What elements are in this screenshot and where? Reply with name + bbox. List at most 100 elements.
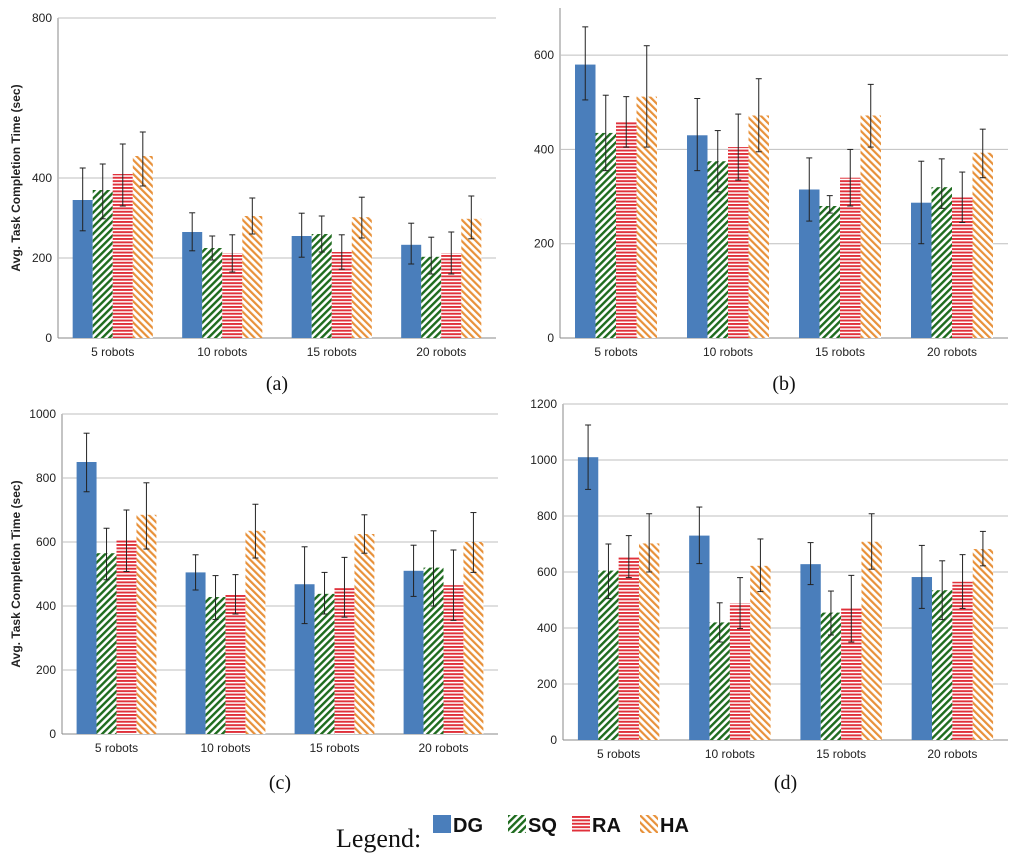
panel-d-y-tick-400: 400	[537, 621, 557, 635]
panel-d-bar-sq-5-robots	[598, 570, 619, 740]
panel-a-x-tick-15-robots: 15 robots	[307, 345, 357, 359]
legend-swatch-ra	[572, 815, 590, 833]
panel-c-y-tick-0: 0	[49, 727, 56, 741]
panel-c-y-tick-200: 200	[36, 663, 56, 677]
panel-a-y-tick-200: 200	[32, 251, 52, 265]
panel-a-x-tick-5-robots: 5 robots	[91, 345, 134, 359]
panel-d-x-tick-10-robots: 10 robots	[705, 747, 755, 761]
panel-a-bar-sq-5-robots	[92, 190, 113, 338]
panel-b-bar-dg-15-robots	[799, 189, 820, 338]
panel-b-bar-ra-15-robots	[840, 177, 861, 338]
panel-a-bar-ra-10-robots	[222, 253, 243, 338]
chart-panel-b: 0 200 400 600 5 robots 10 robots 15 robots 20 r…	[534, 8, 1008, 395]
panel-d-bar-ha-10-robots	[750, 565, 771, 740]
panel-d-bar-ha-15-robots	[861, 541, 882, 740]
panel-a-bar-dg-10-robots	[182, 232, 203, 338]
legend-entry-ha: HA	[660, 815, 689, 837]
panel-b-bar-sq-15-robots	[819, 206, 840, 338]
panel-d-bar-dg-5-robots	[577, 457, 599, 740]
panel-d-bar-dg-15-robots	[800, 564, 821, 740]
panel-a-y-tick-400: 400	[32, 171, 52, 185]
panel-a-y-tick-800: 800	[32, 11, 52, 25]
panel-d-bar-sq-10-robots	[709, 622, 730, 740]
legend-swatch-sq	[508, 815, 526, 833]
panel-b-bar-sq-20-robots	[931, 187, 952, 338]
panel-d-bar-ra-15-robots	[841, 608, 862, 740]
panel-a-bar-ha-20-robots	[461, 218, 482, 338]
panel-b-bar-ra-10-robots	[728, 147, 749, 338]
panel-c-bar-sq-5-robots	[96, 553, 117, 734]
panel-c-bar-ra-20-robots	[443, 585, 464, 734]
panel-b-bar-dg-20-robots	[911, 202, 932, 338]
panel-c-bar-sq-20-robots	[423, 567, 444, 734]
panel-c-y-tick-600: 600	[36, 535, 56, 549]
panel-b-x-tick-15-robots: 15 robots	[815, 345, 865, 359]
panel-a-bar-dg-15-robots	[291, 236, 312, 338]
panel-c-bar-ra-15-robots	[334, 587, 355, 734]
chart-panel-d: 0 200 400 600 800 1000 1200 5 robots 10 robots 15…	[530, 397, 1008, 794]
legend-swatch-ha	[640, 815, 658, 833]
panel-d-y-tick-0: 0	[550, 733, 557, 747]
panel-d-bar-ha-20-robots	[972, 549, 994, 740]
panel-a-bar-dg-20-robots	[401, 244, 422, 338]
chart-panel-c: 0 200 400 600 800 1000 Avg. Task Completion Ti…	[9, 407, 498, 794]
panel-d-x-tick-5-robots: 5 robots	[597, 747, 640, 761]
legend-entry-sq: SQ	[528, 815, 557, 837]
panel-a-bar-ra-5-robots	[112, 174, 133, 338]
panel-b-bar-ha-15-robots	[860, 115, 881, 338]
panel-c-x-tick-20-robots: 20 robots	[418, 741, 468, 755]
panel-d-bar-ra-10-robots	[729, 603, 751, 740]
panel-c-bar-ha-15-robots	[354, 534, 375, 734]
panel-b-y-tick-600: 600	[534, 48, 554, 62]
legend-entry-ra: RA	[592, 815, 621, 837]
legend-title: Legend:	[336, 824, 421, 853]
legend-entry-dg: DG	[453, 815, 483, 837]
panel-b-bar-ha-10-robots	[748, 115, 769, 338]
panel-a-bar-ha-15-robots	[351, 217, 372, 338]
panel-c-label: (c)	[269, 772, 291, 794]
legend-swatch-dg	[433, 815, 451, 833]
panel-c-bar-dg-15-robots	[294, 584, 315, 734]
panel-b-bar-ra-5-robots	[616, 121, 637, 339]
legend: Legend: DG SQ RA HA	[336, 815, 689, 853]
panel-a-x-tick-20-robots: 20 robots	[416, 345, 466, 359]
panel-c-bar-sq-10-robots	[205, 597, 226, 734]
panel-c-bar-dg-20-robots	[403, 570, 424, 734]
panel-c-y-tick-800: 800	[36, 471, 56, 485]
panel-d-bar-sq-15-robots	[820, 612, 842, 740]
panel-c-bar-ra-5-robots	[116, 540, 137, 734]
panel-b-label: (b)	[772, 373, 795, 395]
panel-a-y-tick-0: 0	[45, 331, 52, 345]
panel-a-x-tick-10-robots: 10 robots	[197, 345, 247, 359]
panel-d-bar-dg-20-robots	[911, 577, 933, 740]
panel-d-bar-dg-10-robots	[689, 535, 710, 740]
panel-a-bar-ha-5-robots	[132, 156, 153, 338]
panel-a-y-axis-label: Avg. Task Completion Time (sec)	[9, 84, 23, 271]
panel-c-bar-sq-15-robots	[314, 593, 335, 734]
panel-d-x-tick-15-robots: 15 robots	[816, 747, 866, 761]
panel-a-bar-ra-15-robots	[331, 252, 352, 338]
panel-d-y-tick-1000: 1000	[530, 453, 557, 467]
panel-c-y-tick-400: 400	[36, 599, 56, 613]
panel-a-bar-ha-10-robots	[242, 216, 263, 338]
panel-a-bar-sq-20-robots	[421, 256, 442, 338]
panel-c-x-tick-15-robots: 15 robots	[309, 741, 359, 755]
panel-b-bar-dg-5-robots	[575, 64, 596, 339]
panel-d-x-tick-20-robots: 20 robots	[927, 747, 977, 761]
panel-d-bar-sq-20-robots	[932, 590, 953, 740]
panel-a-bar-sq-15-robots	[311, 234, 332, 338]
panel-d-y-tick-1200: 1200	[530, 397, 557, 411]
panel-d-y-tick-200: 200	[537, 677, 557, 691]
panel-c-bar-ha-5-robots	[136, 514, 157, 734]
panel-a-bar-sq-10-robots	[202, 248, 223, 338]
panel-b-bar-ha-5-robots	[636, 96, 657, 338]
panel-c-x-tick-10-robots: 10 robots	[200, 741, 250, 755]
panel-a-label: (a)	[266, 373, 288, 395]
panel-d-label: (d)	[774, 772, 797, 794]
panel-c-x-tick-5-robots: 5 robots	[95, 741, 138, 755]
panel-d-bar-ra-5-robots	[618, 557, 639, 740]
chart-panel-a: 0 200 400 800 Avg. Task Completion Time (sec…	[9, 11, 496, 395]
panel-b-x-tick-10-robots: 10 robots	[703, 345, 753, 359]
panel-b-bar-ra-20-robots	[952, 197, 973, 338]
